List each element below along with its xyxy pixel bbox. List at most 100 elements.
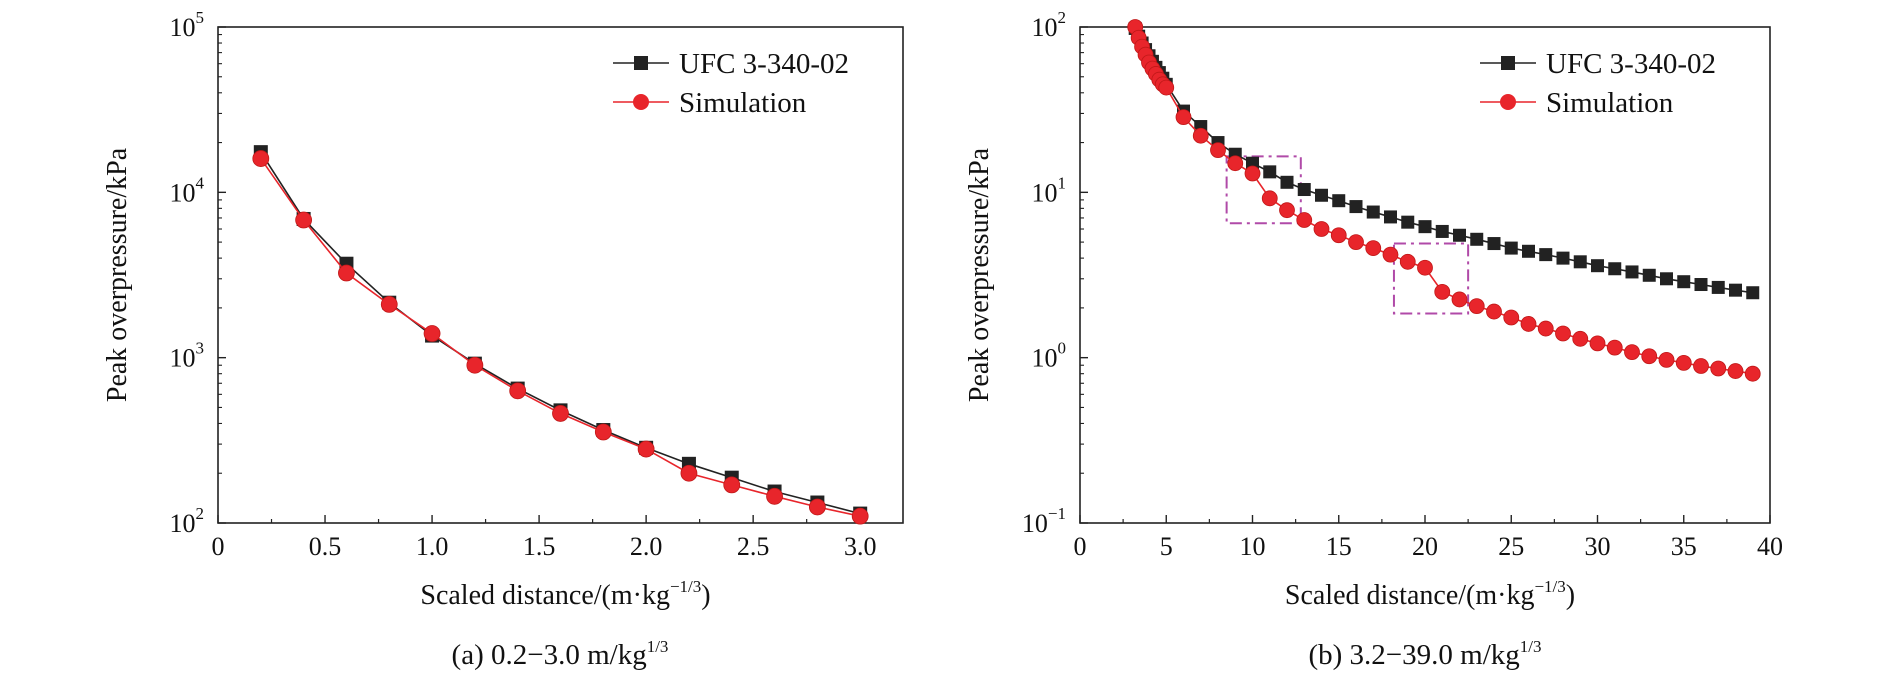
plot-frame: [217, 26, 904, 524]
data-point-simulation: [552, 405, 569, 422]
data-point-simulation: [1451, 291, 1468, 308]
data-point-ufc: [1573, 255, 1587, 269]
panel-caption-sup: 1/3: [647, 637, 669, 656]
data-point-simulation: [1244, 165, 1261, 182]
x-axis-label-main: Scaled distance/(m·kg: [1285, 580, 1535, 611]
y-tick-base: 10: [170, 178, 196, 207]
data-point-ufc: [1677, 275, 1691, 289]
data-point-ufc: [1539, 248, 1553, 262]
data-point-ufc: [1625, 265, 1639, 279]
data-point-simulation: [1624, 344, 1640, 361]
legend-marker-square: [634, 56, 648, 70]
x-tick-label: 1.0: [416, 532, 449, 561]
y-tick-base: 10: [1032, 178, 1058, 207]
data-point-simulation: [466, 356, 484, 374]
data-point-ufc: [1711, 280, 1725, 294]
x-axis-label-sup: −1/3: [670, 577, 701, 596]
data-point-simulation: [1313, 221, 1330, 237]
x-tick-label: 25: [1498, 532, 1524, 561]
y-tick-base: 10: [1032, 344, 1058, 373]
data-point-ufc: [1556, 251, 1570, 265]
data-point-simulation: [1330, 227, 1347, 244]
data-point-ufc: [1332, 194, 1346, 208]
data-point-ufc: [1729, 283, 1742, 297]
y-tick-base: 10: [1032, 13, 1058, 42]
y-tick-label: 101: [1032, 173, 1067, 207]
data-point-simulation: [1606, 339, 1623, 356]
data-point-simulation: [509, 382, 527, 400]
data-point-ufc: [1487, 237, 1501, 251]
data-point-simulation: [1744, 365, 1761, 382]
data-point-ufc: [1384, 210, 1397, 224]
data-point-simulation: [380, 295, 398, 313]
data-point-simulation: [1399, 253, 1416, 270]
data-point-ufc: [1642, 268, 1656, 282]
data-point-simulation: [1175, 109, 1192, 126]
x-tick-label: 15: [1326, 532, 1352, 561]
legend: UFC 3-340-02 Simulation: [1480, 48, 1716, 119]
data-point-simulation: [1365, 240, 1382, 256]
data-point-simulation: [1675, 354, 1692, 371]
y-tick-label: 100: [1032, 339, 1067, 373]
panel-caption: (b) 3.2−39.0 m/kg1/3: [1308, 637, 1541, 671]
x-axis-label-suffix: ): [1566, 580, 1575, 611]
data-point-ufc: [1504, 241, 1518, 255]
y-tick-exponent: 2: [1058, 8, 1067, 27]
x-axis-label: Scaled distance/(m·kg−1/3): [1285, 577, 1575, 611]
y-tick-label: 10−1: [1022, 504, 1066, 538]
data-point-ufc: [1280, 175, 1294, 189]
data-point-simulation: [1210, 142, 1226, 159]
legend-marker-square: [1501, 56, 1515, 70]
data-point-simulation: [1348, 234, 1364, 251]
legend-label-simulation: Simulation: [679, 87, 807, 119]
x-axis-label-suffix: ): [701, 580, 710, 611]
data-point-simulation: [1658, 351, 1675, 368]
series-line-ufc: [260, 151, 861, 515]
data-point-ufc: [1418, 220, 1432, 234]
legend-marker-circle: [1500, 94, 1516, 110]
legend-marker-circle: [633, 94, 649, 110]
data-point-simulation: [1555, 325, 1571, 342]
x-tick-label: 10: [1240, 532, 1266, 561]
x-tick-label: 0: [212, 532, 225, 561]
y-tick-label: 102: [170, 504, 205, 538]
data-point-simulation: [1641, 348, 1658, 365]
data-point-simulation: [1486, 303, 1502, 320]
y-tick-base: 10: [170, 344, 196, 373]
y-tick-exponent: 0: [1058, 339, 1067, 358]
data-point-simulation: [1158, 79, 1175, 96]
data-point-simulation: [1468, 298, 1485, 315]
y-tick-exponent: 3: [196, 339, 205, 358]
data-point-ufc: [1591, 259, 1604, 273]
data-point-simulation: [1279, 202, 1295, 219]
panel-caption: (a) 0.2−3.0 m/kg1/3: [452, 637, 669, 671]
y-tick-exponent: 5: [196, 8, 205, 27]
data-point-simulation: [295, 211, 313, 229]
y-tick-exponent: 2: [196, 504, 205, 523]
data-point-simulation: [1572, 330, 1589, 347]
data-point-simulation: [1227, 155, 1244, 172]
x-tick-label: 30: [1585, 532, 1611, 561]
data-point-simulation: [1261, 190, 1278, 207]
x-tick-label: 35: [1671, 532, 1697, 561]
data-point-ufc: [1315, 188, 1328, 202]
data-point-ufc: [1660, 272, 1673, 286]
y-tick-label: 103: [170, 339, 205, 373]
y-tick-exponent: 1: [1058, 173, 1067, 192]
data-point-simulation: [1382, 246, 1399, 263]
x-tick-label: 20: [1412, 532, 1438, 561]
data-point-ufc: [1297, 183, 1311, 197]
data-point-simulation: [1589, 335, 1606, 352]
data-point-simulation: [1710, 360, 1727, 377]
panel-caption-main: (b) 3.2−39.0 m/kg: [1308, 639, 1519, 671]
x-axis-label-main: Scaled distance/(m·kg: [420, 580, 670, 611]
data-point-simulation: [252, 150, 270, 167]
series-line-simulation: [260, 158, 861, 517]
panel-caption-sup: 1/3: [1520, 637, 1542, 656]
data-point-simulation: [338, 264, 355, 282]
x-tick-label: 40: [1757, 532, 1783, 561]
x-tick-label: 2.5: [737, 532, 770, 561]
